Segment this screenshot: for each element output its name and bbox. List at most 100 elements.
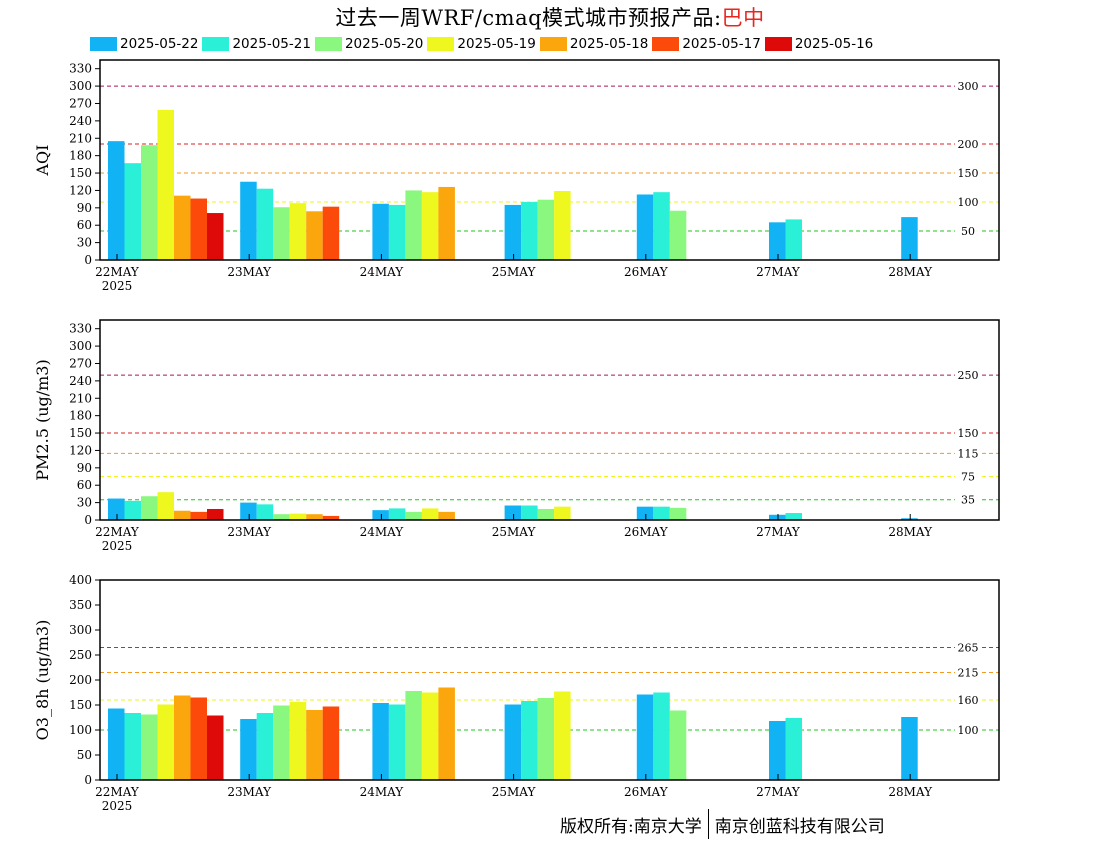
chart-panel: 100 160 215 265 0 50 100 150 200 250 300 350 400 O3_8…: [33, 573, 1000, 813]
bar: [372, 203, 389, 260]
bar: [421, 508, 439, 520]
bar: [190, 511, 207, 520]
legend-label: 2025-05-16: [794, 36, 874, 52]
x-tick-label: 24MAY: [360, 785, 405, 799]
y-tick-label: 400: [69, 573, 92, 587]
threshold-label-bg: [955, 493, 981, 506]
y-tick-label: 0: [84, 773, 92, 787]
y-tick-label: 100: [69, 723, 92, 737]
y-tick-label: 150: [69, 426, 92, 440]
bar: [769, 222, 786, 260]
bar: [521, 202, 538, 260]
x-tick-label: 27MAY: [756, 785, 801, 799]
bar: [256, 713, 274, 780]
bar: [438, 511, 455, 520]
threshold-label: 215: [958, 667, 979, 680]
y-tick-label: 180: [69, 409, 92, 423]
y-tick-label: 30: [77, 496, 92, 510]
copyright: 版权所有:南京大学 南京创蓝科技有限公司: [560, 809, 885, 839]
threshold-label-bg: [955, 447, 981, 460]
bar: [388, 704, 406, 780]
bar: [141, 714, 158, 780]
bar: [256, 188, 274, 260]
legend: 2025-05-22 2025-05-21 2025-05-20 2025-05…: [90, 35, 877, 53]
bar: [240, 719, 257, 780]
x-tick-label: 24MAY: [360, 265, 405, 279]
x-tick-label: 22MAY: [95, 785, 140, 799]
bar: [521, 505, 538, 520]
bar: [108, 498, 125, 520]
y-tick-label: 240: [69, 114, 92, 128]
bar: [256, 504, 274, 520]
threshold-label-bg: [955, 369, 981, 382]
x-tick-label: 26MAY: [624, 785, 669, 799]
bar: [537, 508, 555, 520]
bar: [653, 506, 670, 520]
y-tick-label: 0: [84, 253, 92, 267]
bar: [289, 203, 307, 260]
x-tick-label: 27MAY: [756, 525, 801, 539]
bar: [289, 702, 307, 780]
bar: [388, 508, 406, 520]
bar: [190, 198, 207, 260]
bar: [537, 199, 555, 260]
y-tick-label: 120: [69, 183, 92, 197]
legend-label: 2025-05-20: [344, 36, 424, 52]
bar: [124, 163, 141, 260]
threshold-label: 100: [958, 724, 979, 737]
legend-swatch: [652, 37, 680, 51]
bar: [289, 513, 307, 520]
chart-panel: 35 75 115 150 250 0 30 60 90 120 150 180 210 240 270 30…: [33, 319, 1000, 553]
copyright-right: 南京创蓝科技有限公司: [714, 816, 885, 837]
y-tick-label: 300: [69, 623, 92, 637]
y-tick-label: 330: [69, 322, 92, 336]
bar: [636, 506, 654, 520]
threshold-label: 300: [958, 80, 979, 93]
bar: [669, 210, 687, 260]
bar: [372, 703, 389, 780]
y-tick-label: 120: [69, 443, 92, 457]
x-year-label: 2025: [102, 279, 133, 293]
title-city: 巴中: [721, 6, 765, 30]
bar: [554, 506, 571, 520]
bar: [388, 204, 406, 260]
bar: [273, 514, 290, 520]
threshold-label: 100: [958, 196, 979, 209]
y-tick-label: 300: [69, 79, 92, 93]
y-tick-label: 240: [69, 374, 92, 388]
copyright-left: 版权所有:南京大学: [560, 816, 702, 837]
bar: [273, 705, 290, 780]
bar: [322, 706, 340, 780]
bar: [306, 514, 323, 520]
bar: [669, 507, 687, 520]
legend-label: 2025-05-21: [232, 36, 311, 52]
bar: [157, 492, 174, 520]
bar: [769, 514, 786, 520]
bar: [438, 687, 455, 780]
y-axis-label: O3_8h (ug/m3): [33, 620, 52, 741]
x-tick-label: 28MAY: [888, 265, 933, 279]
bar: [240, 502, 257, 520]
x-tick-label: 25MAY: [492, 525, 537, 539]
bar: [322, 515, 340, 520]
y-tick-label: 270: [69, 356, 92, 370]
y-tick-label: 300: [69, 339, 92, 353]
bar: [438, 186, 455, 260]
y-tick-label: 270: [69, 96, 92, 110]
y-tick-label: 350: [69, 598, 92, 612]
bar: [207, 213, 224, 260]
bar: [504, 704, 522, 780]
threshold-label: 50: [961, 225, 975, 238]
y-tick-label: 250: [69, 648, 92, 662]
y-tick-label: 60: [77, 478, 92, 492]
legend-swatch: [427, 37, 455, 51]
legend-item: 2025-05-18: [539, 35, 648, 53]
legend-item: 2025-05-20: [314, 35, 424, 53]
bar: [372, 510, 389, 520]
bar: [669, 710, 687, 780]
bar: [108, 708, 125, 780]
y-tick-label: 150: [69, 698, 92, 712]
threshold-label: 200: [958, 138, 979, 151]
threshold-label-bg: [955, 470, 981, 483]
